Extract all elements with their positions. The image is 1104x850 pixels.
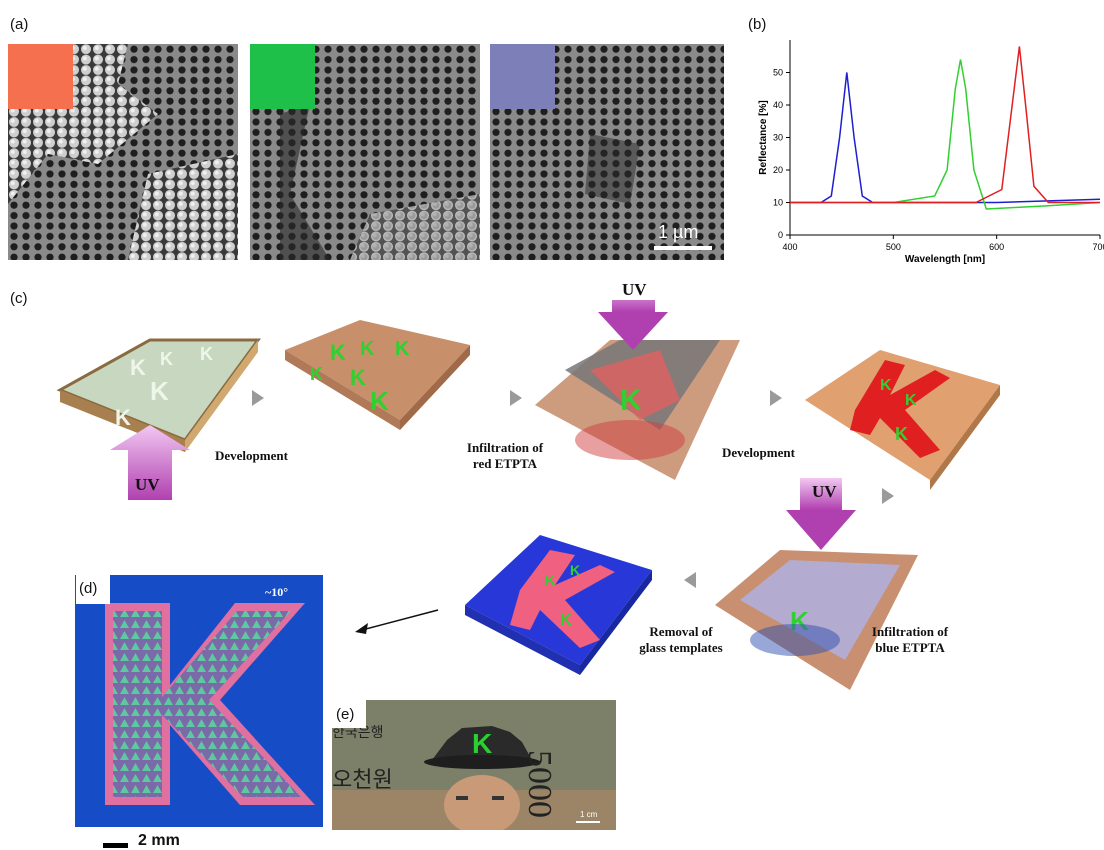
svg-text:K: K [395,338,410,360]
color-swatch-blue [490,44,555,109]
k-pattern-photo [75,575,323,827]
step-label-development-1: Development [215,448,288,463]
svg-text:K: K [150,376,169,406]
svg-text:K: K [350,365,366,390]
chart-x-tick-label: 400 [782,242,797,252]
chevron-right-icon [770,390,782,406]
chart-x-tick-label: 500 [886,242,901,252]
step5-blue-infiltration: K [715,550,918,690]
uv-arrow-3 [786,478,856,550]
svg-text:K: K [545,572,555,588]
uv-arrow-2 [598,300,668,350]
svg-text:K: K [370,386,389,416]
banknote-denomination: 5000 [521,750,558,818]
removal-line1: Removal of [649,624,713,639]
uv-label-1: UV [135,475,160,494]
infiltration-red-line1: Infiltration of [466,440,544,455]
panel-label-d: (d) [79,580,98,597]
sem-scalebar-label: 1 µm [658,222,699,242]
arrow-to-d [361,609,439,631]
step2-green-k: K K K K K K [285,320,470,430]
process-schematic: K K K K K K K K K K K K K K K [56,300,1000,690]
sem-image-green [250,44,480,260]
chart-x-axis-label: Wavelength [nm] [905,254,985,265]
panel-label-a: (a) [10,16,29,33]
banknote-bank-text: 한국은행 [332,724,384,740]
chart-y-tick-label: 20 [773,165,783,175]
banknote-scalebar [576,821,600,823]
svg-text:K: K [620,384,642,417]
photo-d-scalebar-label: 2 mm [138,832,180,849]
chart-y-tick-label: 50 [773,68,783,78]
panel-label-b: (b) [748,16,767,33]
step6-final: K K K [465,535,652,675]
banknote-scalebar-label: 1 cm [580,810,598,819]
svg-text:K: K [895,424,908,444]
uv-label-3: UV [812,482,837,501]
chart-y-tick-label: 30 [773,133,783,143]
banknote-illustration [332,700,616,830]
svg-text:K: K [905,392,917,409]
step-label-removal: Removal of glass templates [616,624,746,656]
infiltration-blue-line2: blue ETPTA [875,640,945,655]
svg-text:K: K [880,377,892,394]
chart-x-tick-label: 700 [1092,242,1104,252]
svg-text:K: K [130,355,146,380]
svg-text:K: K [330,340,346,365]
svg-text:K: K [160,349,173,369]
uv-arrow-1 [110,425,190,500]
svg-text:K: K [560,612,572,629]
infiltration-red-line2: red ETPTA [472,456,538,471]
svg-text:K: K [310,364,323,384]
svg-text:K: K [200,344,213,364]
chart-y-axis-label: Reflectance [%] [758,100,769,174]
chart-y-tick-label: 0 [778,230,783,240]
chevron-right-icon [882,488,894,504]
step3-red-infiltration: K [535,340,740,480]
svg-text:K: K [570,562,580,578]
step-label-development-2: Development [722,445,795,460]
photo-d-scalebar [103,843,128,848]
color-swatch-red [8,44,73,109]
step4-red-k: K K K [805,350,1000,490]
photo-e-banknote: K 한국은행 오천원 5000 1 cm [332,700,616,830]
chart-series-2 [790,46,1100,204]
chart-y-tick-label: 10 [773,198,783,208]
reflectance-chart: 400 500 600 700 0 10 20 30 40 50 Reflectance [%] Wa… [758,40,1104,265]
svg-text:K: K [115,405,131,430]
sem-scalebar [654,246,712,250]
uv-label-2: UV [622,280,647,299]
panel-d-label-bg [76,574,110,604]
angle-label: ~10° [265,585,289,599]
step-label-infiltration-blue: Infiltration of blue ETPTA [850,624,970,656]
banknote-won-text: 오천원 [332,767,393,792]
panel-label-e: (e) [336,706,355,723]
chevron-right-icon [510,390,522,406]
chart-y-tick-label: 40 [773,100,783,110]
color-swatch-green [250,44,315,109]
banknote-k-mark: K [472,728,493,759]
sem-image-blue: 1 µm [490,44,724,260]
sem-texture [8,44,238,260]
chart-series-0 [790,72,1101,204]
chart-series-1 [790,59,1101,210]
chevron-left-icon [684,572,696,588]
infiltration-blue-line1: Infiltration of [871,624,949,639]
step-label-infiltration-red: Infiltration of red ETPTA [450,440,560,472]
panel-label-c: (c) [10,290,28,307]
panel-e-label-bg [332,700,366,728]
removal-line2: glass templates [639,640,723,655]
svg-text:K: K [360,338,375,360]
chart-x-tick-label: 600 [989,242,1004,252]
sem-image-red [8,44,238,260]
chevron-right-icon [252,390,264,406]
photo-d: ~10° [75,575,323,827]
